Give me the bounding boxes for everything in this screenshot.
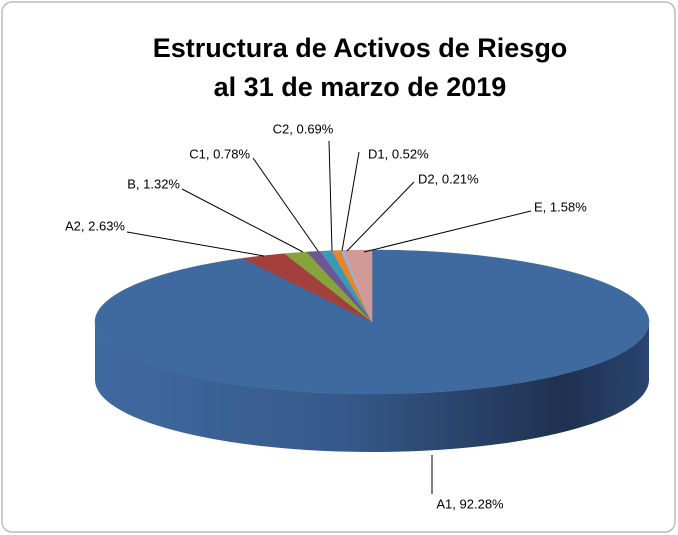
data-label: A1, 92.28% [436, 496, 504, 511]
leader-line [346, 181, 415, 252]
leader-line [126, 231, 265, 257]
leader-line [363, 210, 532, 253]
data-label: A2, 2.63% [65, 218, 125, 233]
data-label: C1, 0.78% [189, 146, 250, 161]
leader-line [341, 151, 360, 252]
data-label: D1, 0.52% [368, 146, 429, 161]
chart-title: al 31 de marzo de 2019 [214, 72, 507, 102]
leader-line [328, 140, 333, 252]
data-label: D2, 0.21% [418, 171, 479, 186]
data-label: C2, 0.69% [273, 121, 334, 136]
chart-title: Estructura de Activos de Riesgo [153, 33, 568, 63]
leader-line [252, 157, 319, 252]
leader-line [181, 188, 304, 253]
data-label: B, 1.32% [127, 176, 180, 191]
slice-side [95, 322, 649, 452]
data-label: E, 1.58% [534, 199, 587, 214]
